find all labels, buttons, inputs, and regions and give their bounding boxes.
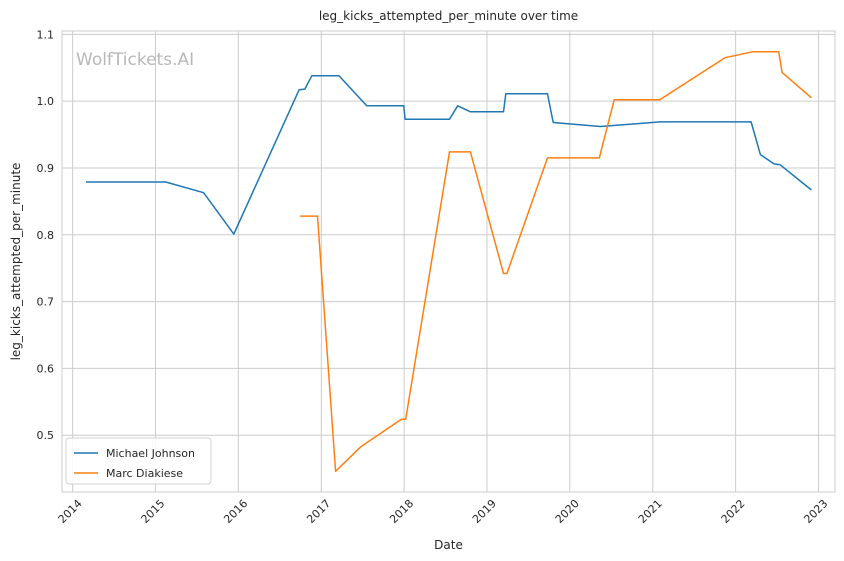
watermark: WolfTickets.AI	[76, 50, 194, 70]
y-tick-label: 1.0	[37, 95, 55, 108]
chart-title: leg_kicks_attempted_per_minute over time	[319, 9, 578, 23]
x-tick-label: 2018	[387, 497, 416, 526]
x-tick-label: 2023	[801, 497, 830, 526]
x-tick-label: 2017	[304, 497, 333, 526]
legend-label: Marc Diakiese	[106, 467, 183, 480]
x-axis-title: Date	[434, 538, 463, 552]
y-tick-label: 0.7	[37, 296, 55, 309]
legend-box	[65, 437, 212, 485]
x-tick-label: 2016	[221, 497, 250, 526]
series-lines	[86, 50, 812, 473]
grid	[62, 31, 835, 492]
x-axis-ticks: 2014 2015 2016 2017 2018 2019 2020 2021 2022 2023	[56, 497, 831, 526]
x-tick-label: 2021	[636, 497, 665, 526]
x-tick-label: 2015	[139, 497, 168, 526]
series-line-1	[300, 50, 812, 473]
x-tick-label: 2019	[470, 497, 499, 526]
x-tick-label: 2020	[553, 497, 582, 526]
x-tick-label: 2014	[56, 497, 85, 526]
y-tick-label: 0.9	[37, 162, 55, 175]
series-line-0	[86, 75, 812, 235]
y-tick-label: 1.1	[37, 28, 55, 41]
legend: Michael Johnson Marc Diakiese	[65, 437, 212, 485]
y-axis-title: leg_kicks_attempted_per_minute	[9, 163, 23, 361]
y-tick-label: 0.5	[37, 429, 55, 442]
legend-label: Michael Johnson	[106, 447, 195, 460]
x-tick-label: 2022	[719, 497, 748, 526]
y-tick-label: 0.6	[37, 362, 55, 375]
plot-frame	[61, 30, 836, 493]
y-axis-ticks: 0.5 0.6 0.7 0.8 0.9 1.0 1.1	[37, 28, 55, 442]
y-tick-label: 0.8	[37, 229, 55, 242]
